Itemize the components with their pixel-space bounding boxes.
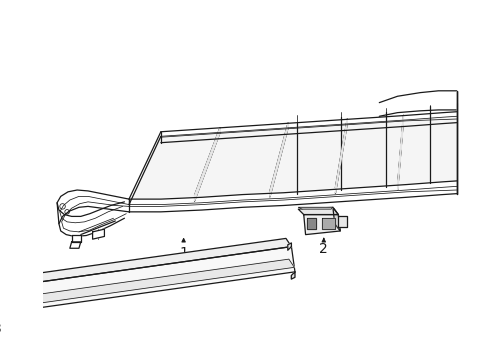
Polygon shape	[129, 181, 456, 212]
Polygon shape	[269, 123, 287, 197]
Polygon shape	[298, 207, 332, 209]
Polygon shape	[0, 238, 291, 288]
Polygon shape	[0, 247, 294, 314]
Polygon shape	[70, 242, 81, 248]
Text: 1: 1	[179, 246, 188, 260]
Circle shape	[248, 275, 251, 278]
Polygon shape	[287, 243, 291, 250]
Polygon shape	[307, 218, 316, 229]
Polygon shape	[92, 229, 104, 239]
Circle shape	[324, 220, 331, 227]
Polygon shape	[194, 128, 220, 201]
Polygon shape	[397, 115, 403, 190]
Polygon shape	[321, 218, 334, 229]
Polygon shape	[129, 116, 456, 204]
Polygon shape	[338, 216, 347, 227]
Polygon shape	[298, 207, 338, 215]
Polygon shape	[332, 207, 340, 231]
Circle shape	[75, 244, 78, 247]
Polygon shape	[72, 235, 81, 242]
Text: 3: 3	[0, 322, 2, 336]
Polygon shape	[291, 272, 294, 279]
Polygon shape	[0, 259, 294, 309]
Polygon shape	[335, 119, 346, 193]
Polygon shape	[303, 215, 340, 235]
Text: 2: 2	[319, 242, 327, 256]
Circle shape	[144, 289, 147, 292]
Circle shape	[41, 304, 43, 307]
Circle shape	[307, 220, 315, 227]
